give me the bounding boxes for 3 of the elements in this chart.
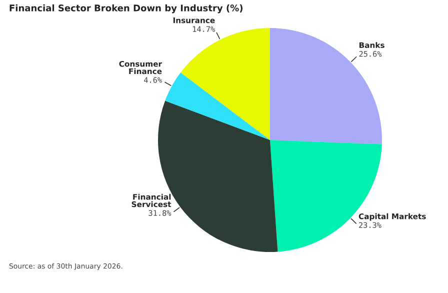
pie-slice — [180, 28, 270, 140]
pie-slice — [165, 72, 270, 140]
chart-title: Financial Sector Broken Down by Industry (%) — [10, 4, 242, 14]
